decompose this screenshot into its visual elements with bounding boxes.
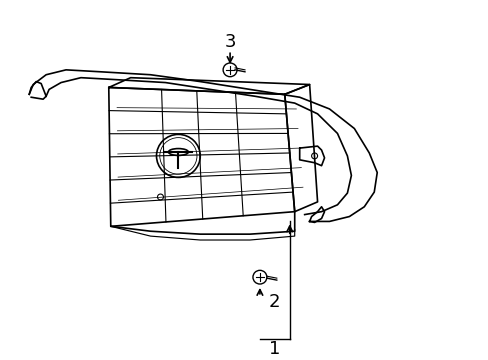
Text: 1: 1 [268, 339, 280, 357]
Text: 2: 2 [268, 293, 280, 311]
Text: 3: 3 [224, 33, 235, 51]
